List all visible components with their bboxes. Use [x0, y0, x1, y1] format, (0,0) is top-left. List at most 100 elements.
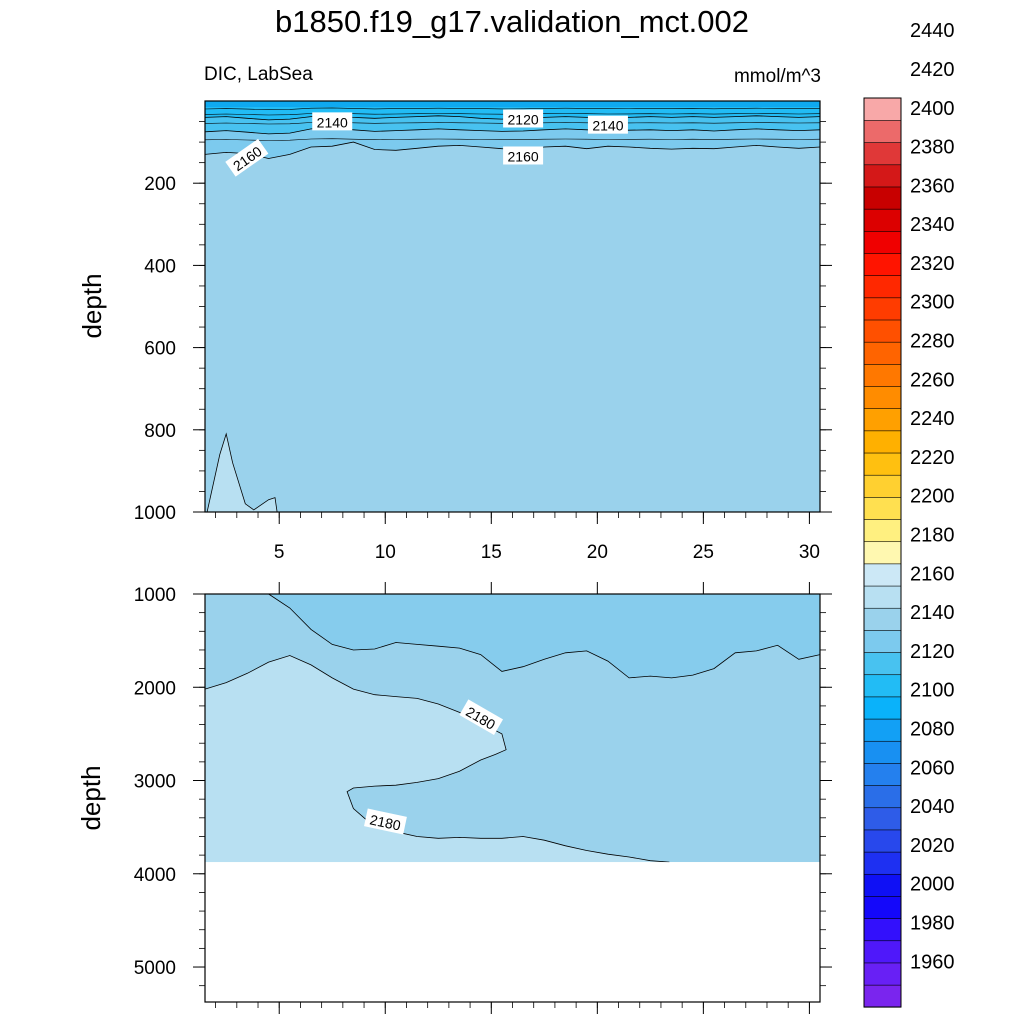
bottom-panel-contours: [204, 593, 821, 1002]
colorbar-box: [863, 984, 902, 1008]
colorbar-label: 2180: [910, 525, 955, 547]
y-tick-label: 5000: [134, 958, 176, 979]
colorbar-box: [863, 341, 902, 365]
colorbar-box: [863, 119, 902, 143]
colorbar-box: [863, 252, 902, 276]
y-tick-label: 1000: [134, 503, 176, 524]
colorbar-box: [863, 385, 902, 409]
y-tick-label: 800: [144, 421, 176, 442]
colorbar-label: 2140: [910, 602, 955, 624]
colorbar-label: 2100: [910, 680, 955, 702]
band-surface: [205, 101, 820, 107]
colorbar-box: [863, 408, 902, 432]
colorbar-box: [863, 940, 902, 964]
colorbar-box: [863, 962, 902, 986]
colorbar-box: [863, 784, 902, 809]
colorbar-box: [863, 496, 902, 520]
colorbar-box: [863, 297, 902, 321]
figure-title: b1850.f19_g17.validation_mct.002: [275, 4, 749, 39]
colorbar-box: [863, 629, 902, 653]
colorbar-frame: [863, 97, 902, 1008]
top-y-axis-label: depth: [77, 273, 107, 338]
colorbar-box: [863, 230, 902, 254]
colorbar-label: 2080: [910, 719, 955, 741]
colorbar-box: [863, 186, 902, 210]
top-panel-fill: [205, 101, 820, 512]
colorbar-box: [863, 674, 902, 698]
contour-label: 2140: [587, 115, 628, 134]
svg-text:2120: 2120: [508, 111, 539, 127]
colorbar-box: [863, 651, 902, 676]
bottom-y-axis-label: depth: [76, 765, 106, 830]
colorbar-box: [863, 541, 902, 565]
colorbar-box: [863, 807, 902, 831]
contour-label: 2160: [503, 146, 544, 165]
svg-text:2140: 2140: [317, 114, 348, 130]
colorbar-label: 1960: [910, 951, 955, 973]
colorbar-box: [863, 430, 902, 454]
y-tick-label: 4000: [134, 865, 176, 886]
contour-label: 2120: [503, 109, 544, 128]
band-2180-2200: [205, 655, 820, 863]
x-tick-label: 20: [587, 542, 608, 563]
colorbar-label: 2000: [910, 874, 955, 896]
colorbar-label: 2360: [910, 175, 955, 197]
y-tick-label: 400: [144, 256, 176, 277]
colorbar-box: [863, 873, 902, 897]
colorbar-box: [863, 142, 902, 166]
colorbar-label: 2400: [910, 98, 955, 120]
y-tick-label: 1000: [134, 585, 176, 606]
y-tick-label: 3000: [134, 772, 176, 793]
y-tick-label: 200: [144, 174, 176, 195]
colorbar-label: 2060: [910, 757, 955, 779]
band-2140-2160-blend: [268, 594, 821, 678]
colorbar-box: [863, 452, 902, 476]
y-tick-label: 2000: [134, 678, 176, 699]
colorbar: 1960 1980 2000 2020 2040 2060 2080 2100 2120 2140…: [863, 20, 955, 1008]
colorbar-label: 2340: [910, 214, 955, 236]
colorbar-label: 1980: [910, 913, 955, 935]
y-tick-label: 600: [144, 339, 176, 360]
colorbar-label: 2440: [910, 20, 955, 42]
colorbar-label: 2200: [910, 486, 955, 508]
top-panel-ticks: 5 10 15 20 25 30 200 400 600 800 1000: [134, 121, 832, 563]
x-tick-label: 10: [375, 542, 396, 563]
contour-line-minor: [204, 107, 821, 110]
colorbar-box: [863, 696, 902, 720]
x-tick-label: 15: [481, 542, 502, 563]
panel-units-label: mmol/m^3: [733, 66, 821, 87]
colorbar-box: [863, 607, 902, 631]
colorbar-box: [863, 762, 902, 786]
colorbar-box: [863, 275, 902, 299]
colorbar-box: [863, 740, 902, 764]
colorbar-label: 2220: [910, 447, 955, 469]
colorbar-label: 2160: [910, 563, 955, 585]
colorbar-box: [863, 718, 902, 742]
contour-label: 2180: [364, 808, 407, 835]
colorbar-box: [863, 208, 902, 232]
colorbar-box: [863, 585, 902, 609]
x-tick-label: 30: [799, 542, 820, 563]
colorbar-label: 2240: [910, 408, 955, 430]
colorbar-box: [863, 895, 902, 919]
svg-text:2180: 2180: [368, 811, 402, 833]
colorbar-box: [863, 164, 902, 188]
x-tick-label: 5: [274, 542, 285, 563]
contour-label: 2140: [312, 112, 353, 131]
contour-line-2140: [204, 127, 821, 135]
colorbar-label: 2120: [910, 641, 955, 663]
missing-region: [205, 862, 820, 1002]
panel-variable-label: DIC, LabSea: [204, 64, 313, 85]
colorbar-box: [863, 518, 902, 543]
colorbar-label: 2420: [910, 59, 955, 81]
svg-text:2160: 2160: [508, 148, 539, 164]
colorbar-box: [863, 851, 902, 875]
colorbar-box: [863, 474, 902, 498]
colorbar-box: [863, 319, 902, 343]
svg-text:2140: 2140: [592, 118, 623, 134]
colorbar-label: 2280: [910, 331, 955, 353]
contour-line-2180: [206, 432, 278, 513]
